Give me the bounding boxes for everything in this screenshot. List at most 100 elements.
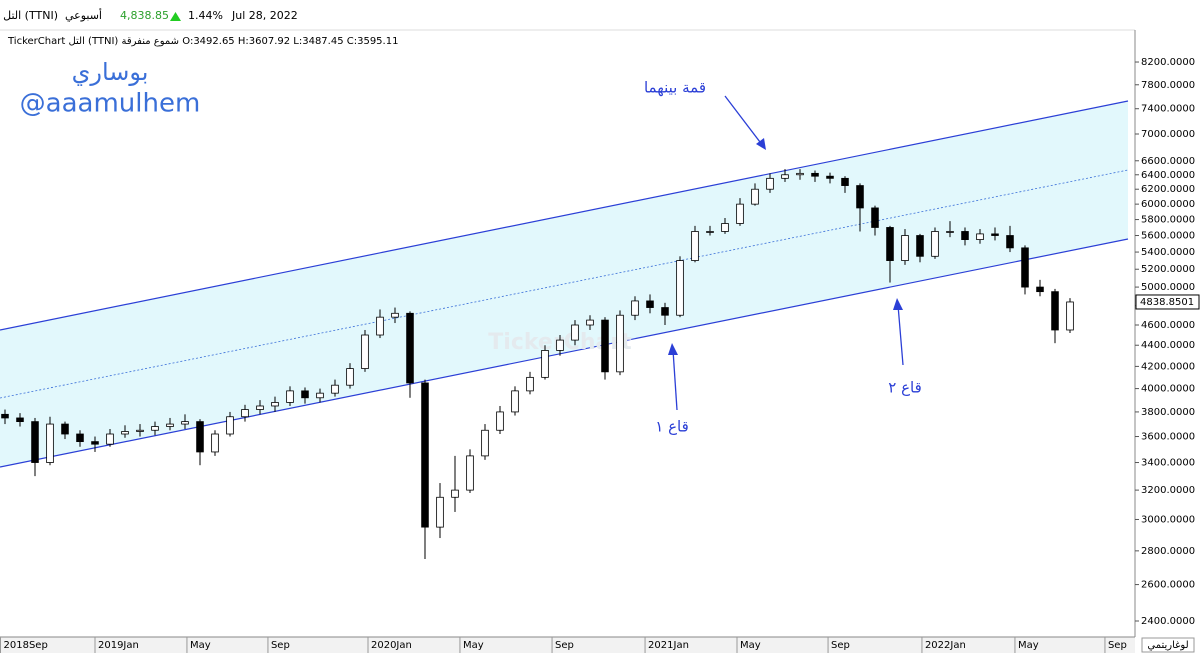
- candle-body: [616, 314, 624, 373]
- x-tick-label: 2019Jan: [98, 640, 139, 651]
- arrow-head: [893, 298, 903, 310]
- y-tick-label: 3200.0000: [1141, 485, 1195, 496]
- candle-body: [331, 384, 339, 394]
- y-tick-label: 7000.0000: [1141, 129, 1195, 140]
- candle-body: [346, 368, 354, 386]
- channel-fill: [0, 101, 1128, 467]
- y-tick-label: 4000.0000: [1141, 384, 1195, 395]
- candle-body: [526, 376, 534, 392]
- candle-body: [1051, 291, 1059, 331]
- candle-body: [271, 402, 279, 407]
- candle-body: [31, 421, 39, 463]
- candle-body: [46, 423, 54, 463]
- candle-body: [586, 319, 594, 326]
- candle-body: [226, 416, 234, 435]
- candle-body: [481, 429, 489, 457]
- candle-body: [241, 409, 249, 418]
- candle-body: [976, 233, 984, 241]
- candle-body: [211, 433, 219, 453]
- y-tick-label: 6000.0000: [1141, 199, 1195, 210]
- candle-body: [751, 188, 759, 205]
- candle-body: [391, 312, 399, 318]
- period: أسبوعي: [65, 8, 102, 22]
- x-tick-label: 2018Sep: [4, 640, 48, 651]
- y-tick-label: 3000.0000: [1141, 514, 1195, 525]
- candle-body: [871, 207, 879, 228]
- y-tick-label: 2600.0000: [1141, 580, 1195, 591]
- y-tick-label: 3600.0000: [1141, 432, 1195, 443]
- y-tick-label: 2400.0000: [1141, 616, 1195, 627]
- candle-body: [961, 231, 969, 241]
- candle-body: [451, 489, 459, 498]
- y-tick-label: 5800.0000: [1141, 215, 1195, 226]
- candle-body: [196, 421, 204, 453]
- arrow: [897, 304, 904, 366]
- overlay-handle: @aaamulhem: [20, 89, 201, 119]
- x-tick-label: 2020Jan: [371, 640, 412, 651]
- arrow-head: [668, 343, 678, 355]
- y-tick-label: 7800.0000: [1141, 80, 1195, 91]
- arrow-head: [756, 138, 766, 150]
- annotation: قاع ٢: [888, 379, 922, 397]
- candle-body: [406, 312, 414, 384]
- candle-body: [286, 390, 294, 403]
- candle-body: [736, 203, 744, 224]
- price: 4,838.85: [120, 9, 169, 22]
- candle-body: [421, 382, 429, 528]
- candle-body: [1, 413, 9, 419]
- candle-body: [781, 174, 789, 179]
- y-tick-label: 7400.0000: [1141, 104, 1195, 115]
- scale-label[interactable]: لوغاريتمي: [1147, 640, 1188, 651]
- candle-body: [901, 235, 909, 261]
- annotation: قمة بينهما: [644, 79, 706, 97]
- candle-body: [556, 339, 564, 351]
- change: 1.44%: [188, 9, 223, 22]
- x-tick-label: Sep: [271, 640, 290, 651]
- x-tick-label: Sep: [1108, 640, 1127, 651]
- y-tick-label: 5400.0000: [1141, 247, 1195, 258]
- candle-body: [436, 496, 444, 528]
- channel-lower: [0, 238, 1129, 468]
- candle-body: [91, 441, 99, 445]
- candle-body: [691, 231, 699, 261]
- candle-body: [106, 433, 114, 445]
- date: Jul 28, 2022: [231, 9, 298, 22]
- candle-body: [946, 231, 954, 233]
- y-tick-label: 5600.0000: [1141, 231, 1195, 242]
- candle-body: [661, 307, 669, 316]
- candle-body: [916, 235, 924, 257]
- x-tick-label: Sep: [555, 640, 574, 651]
- candle-body: [826, 175, 834, 179]
- candle-body: [766, 177, 774, 190]
- y-tick-label: 5200.0000: [1141, 264, 1195, 275]
- y-tick-label: 2800.0000: [1141, 546, 1195, 557]
- x-tick-label: 2021Jan: [648, 640, 689, 651]
- channel-upper: [0, 100, 1129, 331]
- candle-body: [16, 417, 24, 423]
- x-tick-label: May: [463, 640, 484, 651]
- candle-body: [181, 421, 189, 425]
- candle-body: [1006, 235, 1014, 249]
- candle-body: [376, 316, 384, 336]
- last-price-label: 4838.8501: [1140, 297, 1194, 308]
- candle-body: [646, 300, 654, 308]
- subheader: TickerChart التل (TTNI) شموع منفرقة O:34…: [7, 36, 398, 47]
- candle-body: [811, 172, 819, 177]
- y-tick-label: 6600.0000: [1141, 156, 1195, 167]
- candle-body: [631, 300, 639, 316]
- x-tick-label: May: [1018, 640, 1039, 651]
- candle-body: [61, 423, 69, 435]
- candle-body: [886, 227, 894, 261]
- candle-body: [931, 231, 939, 257]
- y-tick-label: 6400.0000: [1141, 170, 1195, 181]
- candle-body: [361, 334, 369, 369]
- last-price-box: [1135, 294, 1200, 310]
- x-axis-bar: [0, 637, 1135, 653]
- scale-box[interactable]: [1141, 637, 1195, 653]
- candle-body: [121, 431, 129, 435]
- candle-body: [166, 423, 174, 427]
- y-tick-label: 4400.0000: [1141, 340, 1195, 351]
- y-tick-label: 3400.0000: [1141, 458, 1195, 469]
- candle-body: [1036, 286, 1044, 293]
- candle-body: [1066, 301, 1074, 331]
